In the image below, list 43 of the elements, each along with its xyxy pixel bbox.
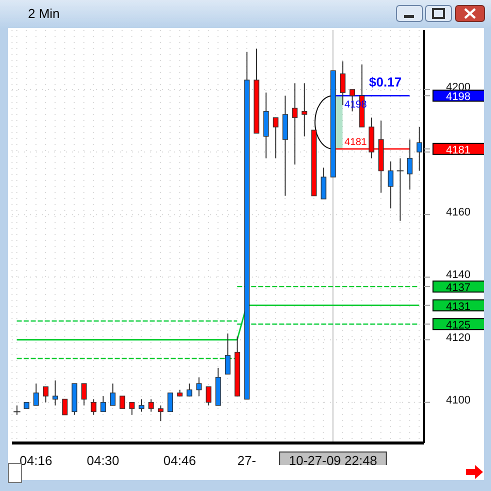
candlestick: [302, 82, 308, 137]
candlestick: [320, 167, 326, 200]
data-label: 4181: [344, 136, 368, 148]
candlestick: [52, 380, 58, 406]
candlestick: [416, 126, 422, 172]
candlestick: [168, 392, 174, 412]
y-tick-label: 4140: [446, 269, 470, 282]
candlestick: [90, 398, 96, 416]
candlestick: [129, 402, 135, 416]
y-tick-label: 4120: [446, 332, 470, 344]
candlestick: [62, 398, 68, 416]
candlestick: [81, 383, 87, 406]
y-tick-label: 4125: [446, 320, 470, 332]
candlestick: [407, 139, 413, 190]
candlestick: [186, 383, 192, 397]
candlestick: [42, 386, 48, 403]
y-tick-label: 4160: [446, 206, 470, 219]
candlestick: [206, 386, 212, 406]
y-tick-label: 4198: [446, 91, 470, 104]
candlestick: [272, 117, 278, 159]
candlestick: [148, 398, 154, 412]
y-tick-label: 4131: [446, 300, 470, 313]
x-tick-label: 04:46: [163, 453, 196, 468]
chart-title: 2 Min: [28, 6, 60, 21]
candlestick: [292, 82, 298, 166]
candlestick: [225, 332, 230, 375]
candlestick: [158, 404, 164, 422]
candlestick: [388, 160, 394, 209]
y-tick-label: 4100: [446, 394, 470, 406]
candlestick: [110, 383, 116, 406]
candlestick: [120, 396, 126, 409]
x-tick-label: 04:30: [86, 453, 120, 468]
candlestick: [33, 383, 39, 406]
y-tick-label: 4181: [446, 144, 470, 156]
x-tick-label: 10-27-09 22:48: [288, 453, 378, 468]
candlestick: [100, 396, 106, 412]
candlestick: [196, 376, 202, 397]
candlestick: [138, 398, 144, 412]
annotation: $0.17: [369, 74, 402, 90]
x-tick-label: 04:16: [20, 453, 52, 468]
y-tick-label: 4137: [446, 282, 470, 294]
x-tick-label: 27-: [237, 453, 256, 468]
candlestick: [340, 60, 346, 106]
